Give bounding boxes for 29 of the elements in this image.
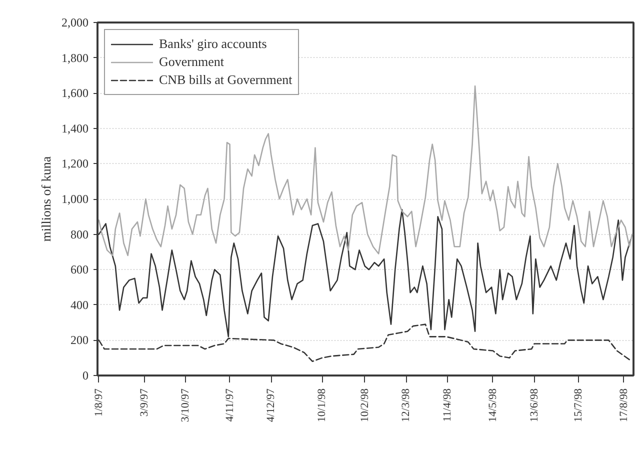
y-tick-label: 2,000 <box>62 16 88 30</box>
y-tick-label: 1,000 <box>62 192 88 206</box>
y-tick-label: 600 <box>70 262 88 277</box>
x-tick-label: 13/6/98 <box>528 388 540 422</box>
y-tick-label: 200 <box>70 333 88 348</box>
x-tick-label: 12/3/98 <box>400 388 412 422</box>
legend-label: Banks' giro accounts <box>159 36 267 52</box>
y-tick-label: 1,200 <box>62 156 88 171</box>
x-tick-label: 4/11/97 <box>224 388 236 422</box>
x-tick-label: 14/5/98 <box>486 388 499 422</box>
y-tick-label: 800 <box>70 227 88 242</box>
line-series <box>98 85 633 256</box>
x-tick-label: 3/10/97 <box>180 388 192 422</box>
x-tick-label: 11/4/98 <box>441 388 454 422</box>
y-tick-label: 1,800 <box>62 50 88 65</box>
x-tick-label: 10/2/98 <box>358 388 371 422</box>
x-tick-label: 10/1/98 <box>316 388 328 422</box>
y-tick-label: 0 <box>82 368 88 382</box>
legend-label: CNB bills at Government <box>159 72 292 88</box>
legend-label: Government <box>159 54 224 70</box>
x-tick-label: 15/7/98 <box>572 388 584 422</box>
x-tick-label: 4/12/97 <box>265 388 278 422</box>
x-tick-label: 17/8/98 <box>618 388 630 422</box>
y-axis-title: millions of kuna <box>38 156 54 242</box>
y-tick-label: 1,400 <box>62 121 88 136</box>
y-tick-label: 1,600 <box>62 86 88 100</box>
y-tick-label: 400 <box>70 298 88 312</box>
x-tick-label: 3/9/97 <box>138 388 150 417</box>
x-tick-label: 1/8/97 <box>92 388 105 417</box>
